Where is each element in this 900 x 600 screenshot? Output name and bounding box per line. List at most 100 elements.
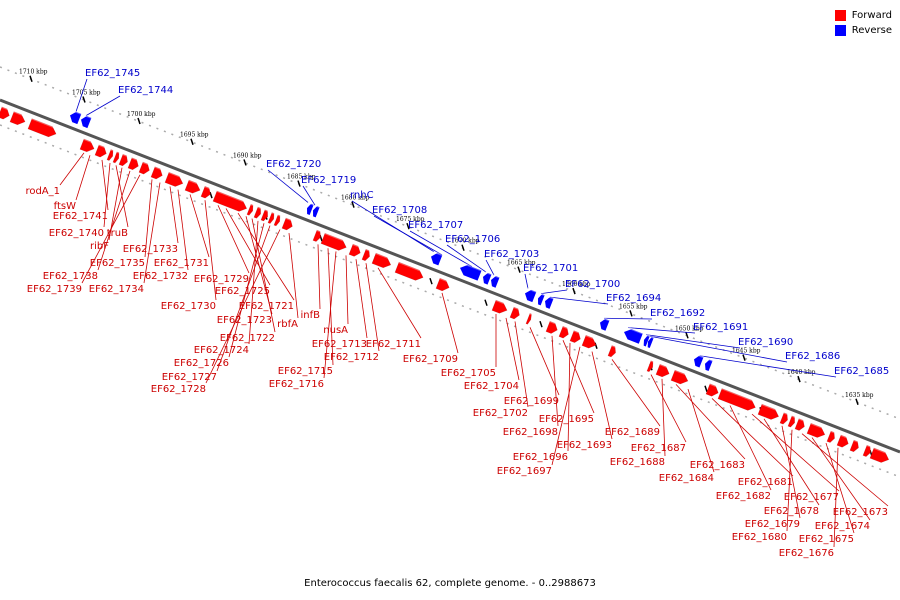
reverse-gene-label: EF62_1706 — [445, 234, 500, 245]
genome-axis — [0, 98, 900, 454]
forward-gene — [106, 148, 116, 161]
label-leader — [485, 259, 495, 276]
reverse-gene-label: rnhC — [350, 190, 374, 201]
reverse-gene — [70, 109, 82, 125]
label-leader — [143, 182, 161, 284]
reverse-gene-label: EF62_1700 — [565, 279, 620, 290]
reverse-gene — [525, 287, 537, 303]
forward-gene — [27, 117, 59, 138]
label-leader — [675, 384, 746, 460]
forward-gene — [371, 252, 394, 269]
label-leader — [85, 95, 121, 116]
forward-gene — [646, 359, 656, 373]
forward-gene-label: EF62_1688 — [610, 457, 665, 468]
forward-gene — [826, 430, 837, 443]
reverse-gene-label: EF62_1703 — [484, 249, 539, 260]
label-leader — [825, 442, 855, 534]
label-leader — [365, 263, 380, 352]
label-leader — [317, 244, 321, 310]
scale-tick — [461, 244, 465, 251]
scale-label: 1635 kbp — [845, 392, 874, 399]
forward-gene — [200, 185, 213, 199]
forward-gene — [558, 325, 571, 339]
forward-gene — [545, 320, 560, 334]
label-leader — [729, 405, 772, 491]
forward-gene-label: rbfA — [277, 319, 298, 330]
scale-label: 1675 kbp — [396, 216, 425, 223]
scale-label: 1700 kbp — [127, 111, 156, 118]
scale-tick — [351, 201, 355, 208]
forward-gene-label: EF62_1713 — [312, 339, 367, 350]
reverse-gene — [307, 202, 315, 216]
legend-forward: Forward — [834, 8, 892, 23]
forward-gene-label: EF62_1732 — [133, 271, 188, 282]
forward-gene-label: EF62_1679 — [745, 519, 800, 530]
label-leader — [591, 351, 613, 440]
forward-gene — [138, 161, 152, 175]
forward-gene — [260, 208, 271, 222]
forward-gene — [581, 334, 599, 349]
forward-gene-label: EF62_1680 — [732, 532, 787, 543]
reverse-gene-label: EF62_1719 — [301, 175, 356, 186]
forward-legend-label: Forward — [851, 10, 892, 21]
label-leader — [217, 205, 250, 274]
forward-gene-label: EF62_1697 — [497, 466, 552, 477]
gene-layer — [0, 105, 892, 463]
label-leader — [373, 215, 443, 256]
forward-gene-label: EF62_1734 — [89, 284, 144, 295]
label-leader — [441, 292, 459, 354]
label-leader — [529, 327, 560, 396]
forward-gene — [757, 403, 781, 420]
forward-gene-label: EF62_1724 — [194, 345, 249, 356]
label-leader — [144, 179, 153, 258]
scale-tick — [29, 75, 33, 82]
reverse-gene-label: EF62_1701 — [523, 263, 578, 274]
label-leader — [355, 259, 368, 339]
reverse-gene — [705, 357, 713, 372]
scale-tick — [685, 332, 689, 339]
reverse-gene — [483, 270, 492, 285]
label-leader — [205, 229, 281, 384]
scale-label: 1665 kbp — [507, 260, 536, 267]
label-leader — [524, 273, 529, 289]
forward-gene-label: EF62_1678 — [764, 506, 819, 517]
forward-gene — [525, 312, 534, 325]
forward-gene-label: EF62_1729 — [194, 274, 249, 285]
scale-label: 1695 kbp — [180, 132, 209, 139]
scale-label: 1680 kbp — [341, 195, 370, 202]
scale-label: 1650 kbp — [675, 325, 704, 332]
reverse-gene — [431, 250, 443, 266]
scale-tick — [742, 354, 746, 361]
label-leader — [551, 346, 581, 466]
scale-label: 1705 kbp — [72, 89, 101, 96]
label-leader — [603, 317, 653, 320]
forward-gene — [862, 444, 873, 457]
reverse-gene-label: EF62_1708 — [372, 205, 427, 216]
forward-gene — [246, 203, 256, 216]
forward-gene-label: EF62_1731 — [154, 258, 209, 269]
forward-gene-label: EF62_1702 — [473, 408, 528, 419]
scale-label: 1685 kbp — [287, 174, 316, 181]
forward-gene — [394, 261, 426, 281]
label-leader — [267, 169, 309, 203]
forward-gene-label: EF62_1739 — [27, 284, 82, 295]
forward-gene-label: EF62_1722 — [220, 333, 275, 344]
label-leader — [75, 78, 88, 112]
forward-gene — [79, 138, 97, 153]
scale-tick — [190, 138, 194, 145]
legend: Forward Reverse — [834, 8, 892, 38]
label-leader — [549, 296, 609, 305]
forward-gene — [312, 229, 323, 242]
forward-gene-label: EF62_1738 — [43, 271, 98, 282]
label-leader — [75, 155, 91, 201]
forward-gene-label: nusA — [323, 325, 348, 336]
reverse-gene — [81, 113, 92, 129]
forward-gene — [491, 299, 510, 314]
label-leader — [189, 194, 210, 258]
label-leader — [650, 374, 687, 443]
forward-gene-label: EF62_1733 — [123, 244, 178, 255]
forward-gene-label: EF62_1715 — [278, 366, 333, 377]
label-leader — [169, 186, 179, 244]
label-leader — [377, 267, 422, 339]
reverse-gene-label: EF62_1720 — [266, 159, 321, 170]
